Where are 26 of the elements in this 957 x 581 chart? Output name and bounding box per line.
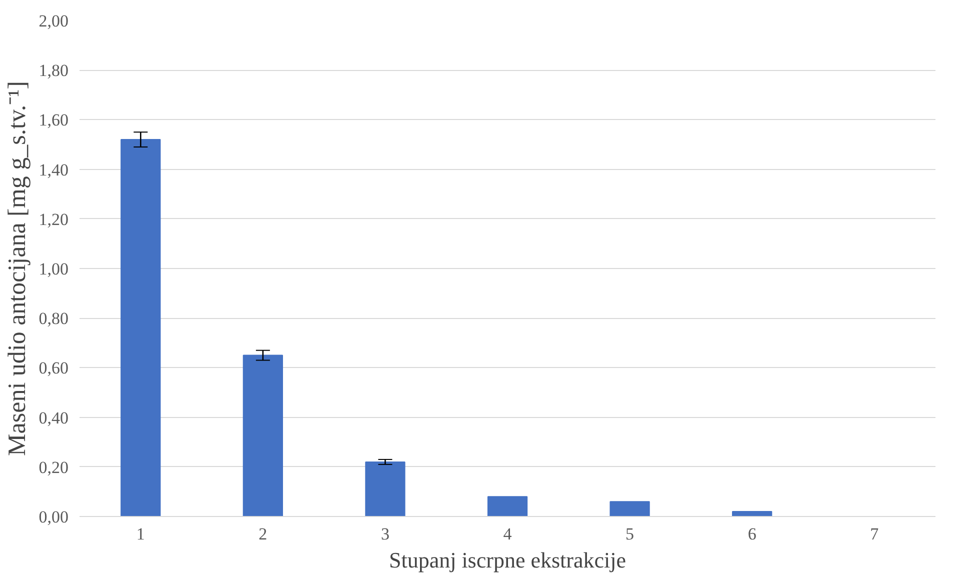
bar bbox=[365, 461, 406, 516]
y-tick-label: 1,40 bbox=[38, 160, 68, 180]
bar bbox=[242, 354, 283, 516]
bar bbox=[120, 139, 161, 516]
x-tick-label: 6 bbox=[748, 524, 756, 544]
bar bbox=[610, 501, 650, 516]
y-tick-label: 1,60 bbox=[38, 110, 68, 130]
y-tick-label: 0,20 bbox=[38, 458, 68, 477]
y-tick-label: 0,60 bbox=[38, 358, 68, 378]
y-tick-label: 1,80 bbox=[38, 61, 68, 80]
x-tick-label: 3 bbox=[380, 524, 390, 544]
y-tick-label: 1,20 bbox=[38, 210, 68, 229]
y-tick-label: 1,00 bbox=[38, 260, 68, 278]
x-tick-label: 5 bbox=[626, 524, 634, 544]
y-tick-label: 2,00 bbox=[38, 12, 68, 30]
x-tick-label: 4 bbox=[503, 524, 512, 544]
y-tick-label: 0,00 bbox=[38, 508, 68, 526]
y-axis-title: Maseni udio antocijana [mg g_s.tv.⁻¹] bbox=[4, 81, 31, 456]
bar bbox=[732, 511, 772, 516]
x-axis-title: Stupanj iscrpne ekstrakcije bbox=[388, 548, 626, 572]
bar bbox=[487, 496, 528, 516]
x-tick-label: 7 bbox=[870, 524, 880, 544]
x-tick-label: 2 bbox=[258, 524, 268, 544]
x-tick-label: 1 bbox=[136, 524, 145, 544]
y-tick-label: 0,80 bbox=[38, 309, 68, 328]
y-tick-label: 0,40 bbox=[38, 408, 68, 428]
